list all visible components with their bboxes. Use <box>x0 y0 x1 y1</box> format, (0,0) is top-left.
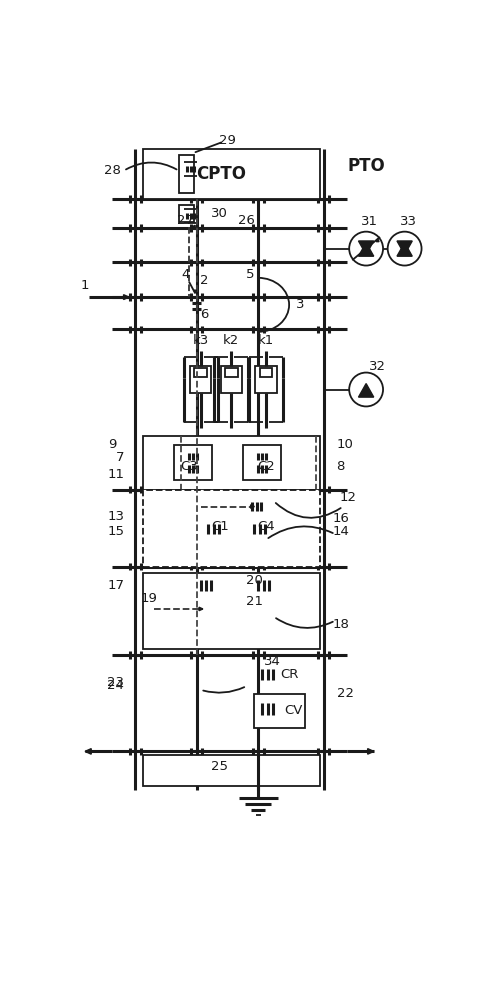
Text: k3: k3 <box>192 334 208 347</box>
Text: 7: 7 <box>116 451 124 464</box>
Text: 22: 22 <box>337 687 354 700</box>
Text: 6: 6 <box>200 308 208 321</box>
Bar <box>255 366 277 393</box>
Polygon shape <box>85 749 91 754</box>
Polygon shape <box>397 241 412 255</box>
Text: 19: 19 <box>140 592 157 605</box>
Bar <box>143 755 320 786</box>
Bar <box>260 368 272 377</box>
Text: PTO: PTO <box>347 157 385 175</box>
Text: 27: 27 <box>177 214 193 227</box>
Polygon shape <box>251 505 255 508</box>
Bar <box>143 436 320 490</box>
Text: 30: 30 <box>211 207 228 220</box>
Text: C4: C4 <box>257 520 275 533</box>
Text: 16: 16 <box>332 512 349 525</box>
Text: 12: 12 <box>340 491 357 504</box>
Text: 17: 17 <box>107 579 124 592</box>
Text: 23: 23 <box>107 676 124 689</box>
Text: 33: 33 <box>400 215 417 228</box>
Text: CV: CV <box>284 704 302 717</box>
Polygon shape <box>376 239 379 242</box>
Text: 14: 14 <box>332 525 349 538</box>
Text: 24: 24 <box>107 679 124 692</box>
Bar <box>179 155 194 193</box>
Text: 32: 32 <box>369 360 386 373</box>
Text: C1: C1 <box>211 520 229 533</box>
Text: 10: 10 <box>337 438 354 451</box>
Text: 1: 1 <box>81 279 89 292</box>
Text: C2: C2 <box>257 460 275 473</box>
Text: k2: k2 <box>223 334 240 347</box>
Text: 4: 4 <box>181 267 190 280</box>
Text: 21: 21 <box>246 595 263 608</box>
Text: 2: 2 <box>200 274 208 287</box>
Bar <box>243 445 281 480</box>
Bar <box>190 366 211 393</box>
Bar <box>143 490 320 567</box>
Text: 31: 31 <box>362 215 379 228</box>
Text: 11: 11 <box>107 468 124 481</box>
Bar <box>143 149 320 199</box>
Text: k1: k1 <box>258 334 274 347</box>
Text: 15: 15 <box>107 525 124 538</box>
Text: 29: 29 <box>219 134 236 147</box>
Text: 25: 25 <box>211 760 228 773</box>
Polygon shape <box>367 749 374 754</box>
Polygon shape <box>123 295 129 300</box>
Text: CPTO: CPTO <box>196 165 246 183</box>
Polygon shape <box>359 384 374 397</box>
Text: 34: 34 <box>264 655 280 668</box>
Text: CR: CR <box>280 668 298 681</box>
Polygon shape <box>359 243 374 256</box>
Polygon shape <box>397 243 412 256</box>
Bar <box>225 368 238 377</box>
Polygon shape <box>199 607 203 611</box>
Text: 5: 5 <box>246 267 255 280</box>
Bar <box>143 573 320 649</box>
Bar <box>255 694 305 728</box>
Text: 26: 26 <box>238 214 255 227</box>
Text: 20: 20 <box>246 574 263 587</box>
Text: 3: 3 <box>296 298 305 311</box>
Bar <box>194 368 207 377</box>
Polygon shape <box>194 290 196 293</box>
Bar <box>221 366 242 393</box>
Text: 13: 13 <box>107 510 124 523</box>
Polygon shape <box>359 241 374 255</box>
Bar <box>179 205 194 222</box>
Bar <box>174 445 212 480</box>
Text: 9: 9 <box>108 438 116 451</box>
Text: 8: 8 <box>336 460 345 473</box>
Text: 18: 18 <box>332 618 349 631</box>
Text: C3: C3 <box>180 460 198 473</box>
Text: 28: 28 <box>104 164 121 177</box>
Polygon shape <box>191 225 195 229</box>
